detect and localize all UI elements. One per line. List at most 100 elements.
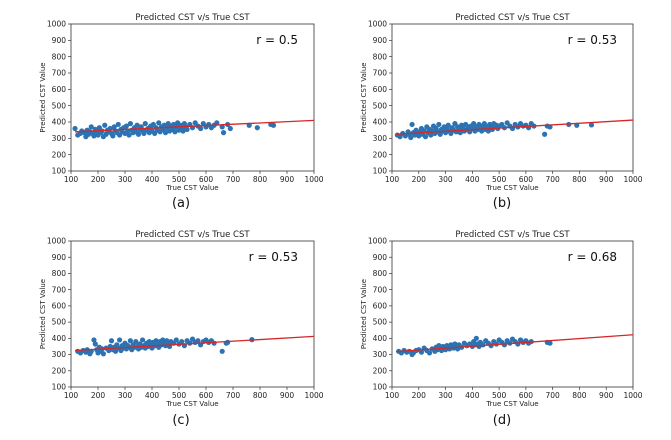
x-tick-label: 500 — [172, 391, 187, 400]
x-tick-label: 800 — [253, 175, 268, 184]
data-point — [111, 124, 117, 130]
x-tick-label: 1000 — [304, 391, 323, 400]
data-point — [426, 350, 433, 356]
y-tick-label: 800 — [52, 269, 67, 278]
plot-frame — [391, 23, 634, 172]
chart-title: Predicted CST v/s True CST — [455, 13, 570, 23]
data-point — [115, 121, 121, 128]
y-tick-label: 400 — [52, 118, 67, 127]
y-tick-label: 400 — [373, 118, 388, 127]
data-point — [134, 122, 140, 128]
data-point — [270, 122, 277, 128]
y-tick-label: 200 — [52, 150, 67, 159]
regression-line — [395, 119, 634, 135]
x-tick-label: 700 — [546, 391, 561, 400]
x-tick-label: 800 — [253, 391, 268, 400]
data-point — [100, 351, 106, 357]
x-tick-label: 100 — [64, 391, 79, 400]
y-tick-label: 900 — [373, 253, 388, 262]
y-tick-label: 1000 — [47, 20, 66, 29]
y-tick-label: 500 — [52, 318, 67, 327]
y-tick-label: 1000 — [368, 20, 387, 29]
y-tick-label: 300 — [52, 134, 67, 143]
x-tick-label: 500 — [492, 175, 507, 184]
x-tick-label: 700 — [226, 175, 241, 184]
x-tick-label: 800 — [572, 175, 587, 184]
chart-title: Predicted CST v/s True CST — [455, 230, 570, 240]
x-tick-label: 600 — [519, 175, 534, 184]
x-tick-label: 600 — [519, 391, 534, 400]
y-tick-label: 700 — [52, 285, 67, 294]
y-tick-label: 900 — [373, 36, 388, 45]
x-axis-label: True CST Value — [165, 184, 218, 192]
x-tick-label: 1000 — [304, 175, 323, 184]
data-point — [542, 131, 548, 137]
y-tick-label: 700 — [52, 69, 67, 78]
x-tick-label: 900 — [280, 391, 295, 400]
y-tick-label: 500 — [52, 101, 67, 110]
x-tick-label: 900 — [280, 175, 295, 184]
data-point — [211, 340, 217, 346]
x-tick-label: 900 — [599, 175, 614, 184]
y-tick-label: 600 — [52, 301, 67, 310]
plot-frame — [70, 23, 315, 172]
data-point — [92, 341, 98, 347]
y-tick-label: 700 — [373, 69, 388, 78]
data-point — [142, 121, 148, 127]
y-tick-label: 800 — [373, 52, 388, 61]
data-point — [227, 125, 233, 132]
y-tick-label: 200 — [373, 366, 388, 375]
correlation-annotation: r = 0.68 — [568, 250, 617, 264]
x-tick-label: 200 — [412, 391, 427, 400]
chart-panel-1: Predicted CST v/s True CST 100 200 300 400 50… — [39, 13, 324, 211]
x-axis-label: True CST Value — [485, 184, 538, 192]
data-point — [588, 122, 595, 128]
x-tick-label: 100 — [385, 391, 400, 400]
data-point — [220, 130, 227, 136]
x-tick-label: 400 — [465, 175, 480, 184]
x-tick-label: 600 — [199, 175, 214, 184]
correlation-annotation: r = 0.5 — [256, 33, 298, 47]
data-point — [219, 348, 225, 354]
data-point — [110, 133, 116, 139]
data-point — [135, 131, 142, 137]
data-point — [422, 134, 429, 140]
data-point — [219, 124, 225, 130]
regression-line — [75, 335, 315, 352]
chart-panel-3: Predicted CST v/s True CST 100 200 300 400 50… — [39, 230, 324, 428]
x-tick-label: 900 — [599, 391, 614, 400]
y-tick-label: 100 — [52, 383, 67, 392]
data-point — [127, 338, 133, 344]
panel-caption: (d) — [493, 413, 511, 428]
data-point — [436, 121, 442, 128]
data-point — [162, 130, 169, 136]
x-tick-label: 300 — [438, 175, 453, 184]
data-point — [88, 124, 94, 130]
data-point — [139, 337, 146, 343]
y-axis-label: Predicted CST Value — [39, 279, 47, 349]
chart-title: Predicted CST v/s True CST — [135, 13, 250, 23]
x-tick-label: 100 — [385, 175, 400, 184]
y-tick-label: 600 — [52, 85, 67, 94]
y-tick-label: 800 — [373, 269, 388, 278]
y-tick-label: 900 — [52, 36, 67, 45]
data-point — [195, 338, 201, 344]
x-tick-label: 200 — [412, 175, 427, 184]
x-tick-label: 300 — [118, 391, 133, 400]
x-tick-label: 100 — [64, 175, 79, 184]
data-point — [418, 349, 425, 355]
data-point — [72, 125, 78, 132]
plot-frame — [70, 240, 315, 388]
x-tick-label: 200 — [91, 175, 106, 184]
data-point — [416, 133, 422, 139]
panel-caption: (a) — [172, 196, 190, 211]
y-tick-label: 100 — [373, 167, 388, 176]
data-point — [91, 337, 97, 343]
chart-title: Predicted CST v/s True CST — [135, 230, 250, 240]
x-tick-label: 400 — [145, 391, 160, 400]
plot-frame — [391, 240, 634, 388]
x-axis-label: True CST Value — [165, 400, 218, 408]
scatter-points — [394, 120, 595, 141]
y-tick-label: 600 — [373, 301, 388, 310]
y-tick-label: 500 — [373, 101, 388, 110]
